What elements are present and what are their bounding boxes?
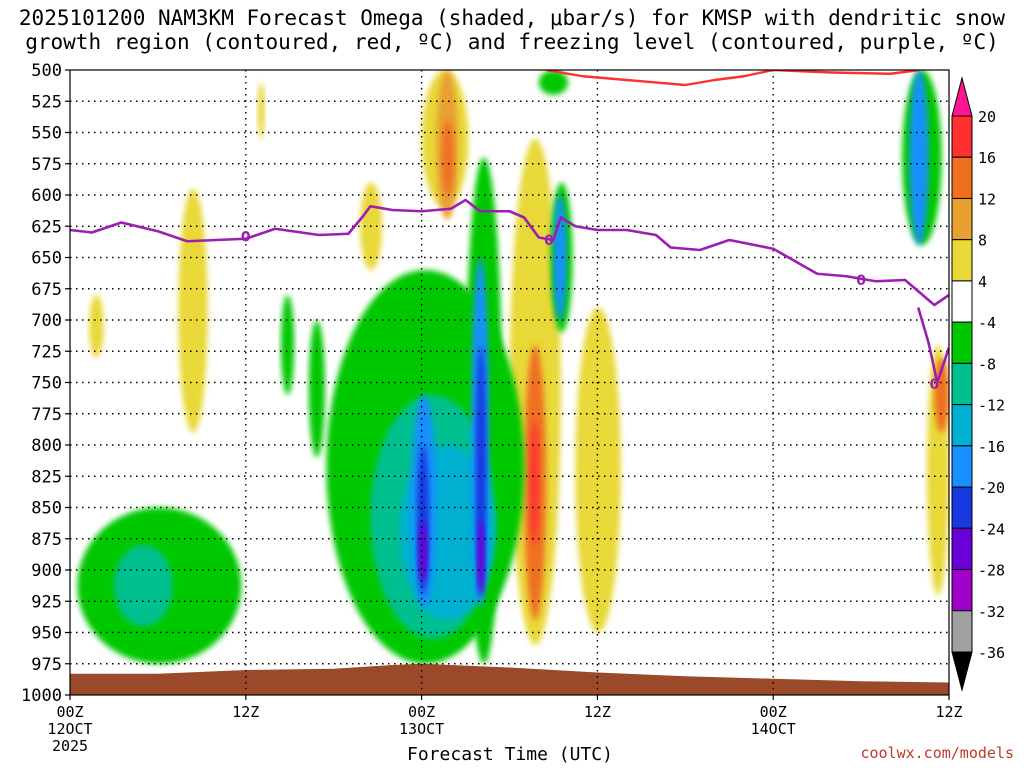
colorbar-box-4 [951,280,973,323]
freezing-level-label-2: 0 [856,273,866,289]
freezing-level-label-0: 0 [241,229,251,245]
omega-region-2 [178,188,208,433]
colorbar-bottom-triangle [951,651,973,692]
omega-shading [77,70,949,664]
y-tick-label-600: 600 [31,186,62,206]
colorbar-label-7: -12 [978,397,1005,415]
ground-layer [70,663,949,695]
colorbar-box-12 [951,610,973,653]
omega-region-26 [553,195,567,320]
colorbar-box-7 [951,404,973,447]
y-tick-label-850: 850 [31,499,62,519]
y-tick-label-625: 625 [31,217,62,237]
y-tick-label-825: 825 [31,467,62,487]
colorbar-label-11: -28 [978,562,1005,580]
y-tick-label-675: 675 [31,280,62,300]
colorbar-label-12: -32 [978,603,1005,621]
chart-title-line-1: 2025101200 NAM3KM Forecast Omega (shaded… [18,6,1006,30]
y-tick-label-925: 925 [31,592,62,612]
colorbar-box-0 [951,115,973,158]
y-tick-label-700: 700 [31,311,62,331]
colorbar-box-11 [951,569,973,612]
colorbar-label-13: -36 [978,644,1005,662]
x-tick-label-24-0: 00Z [408,703,435,721]
omega-region-0 [257,82,265,139]
y-tick-label-575: 575 [31,155,62,175]
grid-lines [70,70,949,695]
omega-region-1 [89,295,104,358]
omega-region-31 [477,520,485,595]
y-tick-label-950: 950 [31,624,62,644]
x-tick-label-12-0: 12Z [232,703,259,721]
omega-region-27 [909,70,929,245]
colorbar-box-9 [951,486,973,529]
terrain-fill [70,663,949,695]
colorbar-label-10: -24 [978,520,1005,538]
y-tick-label-550: 550 [31,124,62,144]
y-tick-label-750: 750 [31,374,62,394]
y-tick-label-975: 975 [31,655,62,675]
x-tick-label-0-2: 2025 [52,737,88,755]
omega-region-15 [308,320,325,458]
colorbar-box-3 [951,239,973,282]
colorbar-label-4: 4 [978,273,987,291]
y-tick-label-800: 800 [31,436,62,456]
y-tick-label-650: 650 [31,249,62,269]
credit-link[interactable]: coolwx.com/models [860,744,1014,762]
omega-region-18 [538,70,569,95]
colorbar-label-9: -20 [978,479,1005,497]
omega-region-30 [418,520,428,583]
colorbar-box-1 [951,156,973,199]
colorbar-label-0: 20 [978,108,996,126]
y-tick-label-1000: 1000 [21,686,62,706]
colorbar-label-5: -4 [978,314,996,332]
freezing-level-branch [916,307,949,384]
contours: 0 0 0 0 [70,70,949,393]
x-tick-label-48-1: 14OCT [751,720,796,738]
y-tick-label-525: 525 [31,92,62,112]
chart-title-line-2: growth region (contoured, red, ºC) and f… [25,30,999,54]
dgz-contour-line [545,70,920,87]
colorbar-label-3: 8 [978,232,987,250]
colorbar-label-2: 12 [978,190,996,208]
omega-region-14 [280,295,295,395]
x-tick-label-0-0: 00Z [56,703,83,721]
colorbar-box-5 [951,321,973,364]
colorbar-label-6: -8 [978,355,996,373]
freezing-level-label-1: 0 [544,233,554,249]
x-tick-label-48-0: 00Z [760,703,787,721]
colorbar: 20 16 12 8 4 -4 -8 -12 -16 -20 -24 -28 -32 -36 [951,76,1005,692]
chart-title: 2025101200 NAM3KM Forecast Omega (shaded… [0,6,1024,54]
colorbar-box-2 [951,197,973,241]
omega-region-11 [530,420,539,545]
x-tick-label-24-1: 13OCT [399,720,444,738]
omega-region-9 [442,120,454,195]
colorbar-box-8 [951,445,973,488]
x-tick-label-36-0: 12Z [584,703,611,721]
freezing-level-label-3: 0 [929,377,939,393]
colorbar-box-10 [951,527,973,571]
colorbar-label-8: -16 [978,438,1005,456]
x-tick-label-60-0: 12Z [935,703,962,721]
x-tick-label-0-1: 12OCT [47,720,92,738]
omega-region-21 [113,545,173,627]
x-axis-label: Forecast Time (UTC) [407,744,613,765]
omega-region-6 [575,307,621,633]
y-tick-label-725: 725 [31,342,62,362]
colorbar-top-triangle [951,76,973,117]
y-tick-label-500: 500 [31,61,62,81]
y-axis: 500 525 550 575 600 625 650 675 700 725 750 775 800 8… [21,61,70,706]
y-tick-label-875: 875 [31,530,62,550]
y-tick-label-900: 900 [31,561,62,581]
freezing-level-line [70,198,949,307]
y-tick-label-775: 775 [31,405,62,425]
colorbar-box-6 [951,362,973,406]
colorbar-label-1: 16 [978,149,996,167]
